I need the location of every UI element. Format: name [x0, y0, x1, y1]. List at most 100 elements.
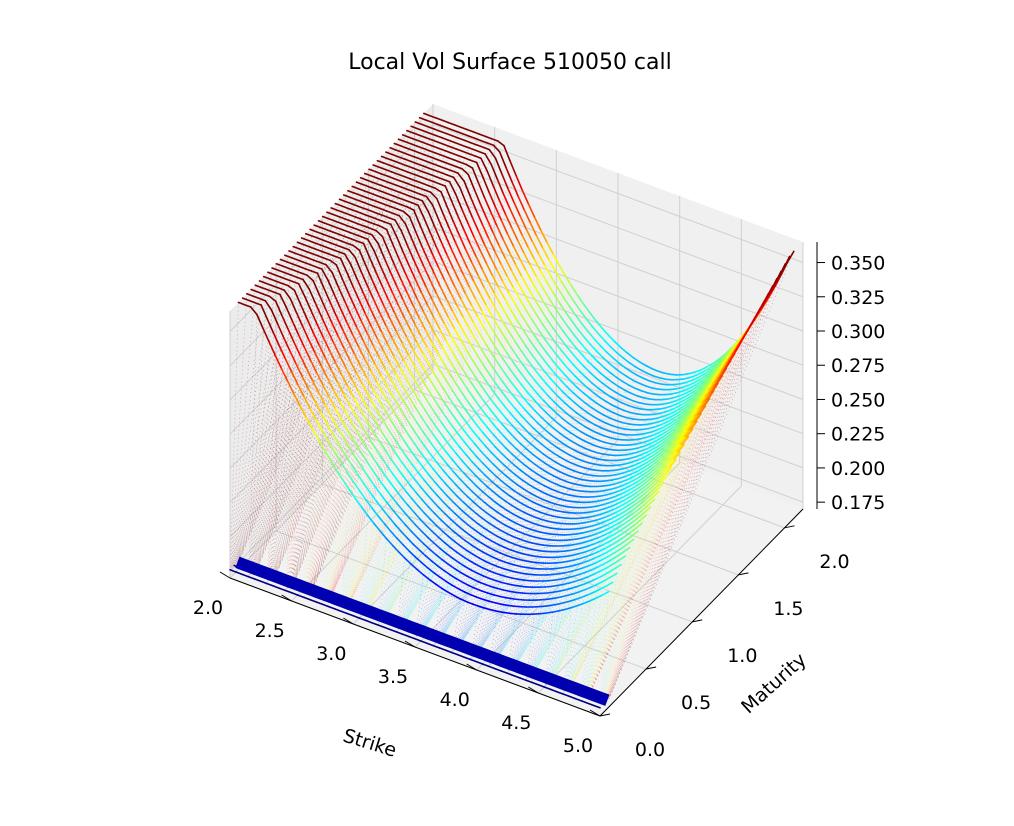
surface-segment [406, 244, 415, 261]
surface-segment [698, 395, 707, 405]
surface-segment [617, 499, 626, 505]
surface-segment [452, 176, 461, 189]
surface-segment [353, 353, 362, 368]
surface-drop [457, 455, 571, 647]
surface-segment [318, 344, 327, 359]
surface-drop [403, 375, 541, 625]
surface-segment [518, 369, 526, 380]
surface-segment [537, 524, 545, 528]
surface-segment [347, 386, 356, 400]
surface-segment [510, 479, 519, 486]
surface-segment [654, 382, 663, 386]
surface-segment [332, 388, 341, 403]
surface-segment [584, 402, 593, 409]
surface-drop [420, 427, 534, 633]
surface-segment [566, 467, 575, 472]
surface-segment [478, 133, 487, 138]
surface-segment [459, 598, 468, 603]
surface-segment [599, 507, 607, 511]
surface-segment [416, 298, 425, 313]
surface-drop [405, 323, 583, 623]
surface-segment [295, 276, 304, 281]
surface-segment [607, 334, 616, 343]
surface-segment [470, 569, 479, 575]
surface-segment [665, 378, 674, 381]
surface-segment [636, 456, 645, 461]
surface-segment [384, 186, 393, 191]
surface-segment [482, 364, 491, 376]
surface-segment [427, 536, 435, 545]
surface-segment [417, 504, 425, 514]
surface-segment [563, 401, 572, 409]
surface-segment [495, 510, 504, 517]
surface-segment [429, 191, 438, 200]
surface-segment [550, 275, 559, 288]
surface-segment [431, 298, 440, 313]
surface-segment [459, 413, 468, 424]
surface-segment [468, 366, 477, 378]
surface-segment [531, 477, 540, 484]
surface-segment [538, 375, 547, 385]
surface-segment [381, 214, 390, 219]
surface-segment [437, 219, 446, 236]
surface-drop [257, 128, 435, 568]
surface-segment [272, 332, 281, 348]
x-tick-label: 3.5 [378, 666, 408, 688]
surface-segment [598, 547, 606, 553]
surface-segment [467, 584, 476, 590]
surface-segment [381, 508, 390, 518]
surface-segment [609, 395, 618, 401]
surface-segment [369, 491, 378, 502]
surface-segment [432, 180, 440, 185]
surface-segment [605, 351, 614, 359]
surface-segment [398, 516, 407, 526]
surface-segment [425, 492, 434, 502]
surface-segment [527, 286, 536, 300]
surface-segment [452, 438, 461, 449]
surface-segment [600, 405, 609, 411]
surface-segment [493, 500, 502, 508]
surface-segment [507, 562, 516, 566]
surface-segment [423, 189, 432, 194]
surface-segment [500, 263, 509, 278]
surface-segment [596, 386, 605, 394]
surface-segment [394, 413, 403, 426]
surface-segment [520, 275, 529, 289]
surface-segment [468, 286, 477, 301]
surface-segment [423, 171, 432, 176]
y-tick [646, 666, 657, 670]
surface-segment [586, 702, 595, 707]
surface-segment [361, 218, 369, 223]
z-tick-label: 0.225 [831, 424, 885, 446]
surface-segment [574, 346, 583, 356]
surface-segment [522, 396, 530, 406]
surface-segment [587, 461, 596, 466]
surface-segment [624, 461, 633, 465]
surface-segment [445, 132, 454, 137]
surface-segment [682, 403, 691, 410]
surface-segment [364, 263, 373, 280]
surface-drop [473, 514, 547, 656]
surface-segment [425, 195, 434, 206]
surface-segment [498, 244, 507, 260]
surface-segment [414, 524, 423, 533]
surface-segment [414, 138, 423, 143]
surface-segment [450, 199, 459, 217]
surface-segment [331, 248, 340, 253]
surface-segment [512, 513, 521, 519]
surface-segment [502, 193, 511, 210]
surface-segment [247, 575, 256, 580]
surface-drop [293, 159, 455, 583]
surface-segment [588, 528, 597, 533]
surface-segment [351, 203, 359, 207]
surface-segment [673, 394, 682, 399]
surface-segment [459, 571, 468, 577]
surface-segment [671, 435, 680, 444]
surface-segment [615, 508, 624, 514]
surface-segment [379, 264, 388, 280]
surface-segment [318, 392, 326, 406]
surface-segment [537, 253, 546, 267]
surface-segment [692, 402, 701, 412]
surface-segment [359, 194, 368, 199]
surface-segment [358, 490, 367, 501]
